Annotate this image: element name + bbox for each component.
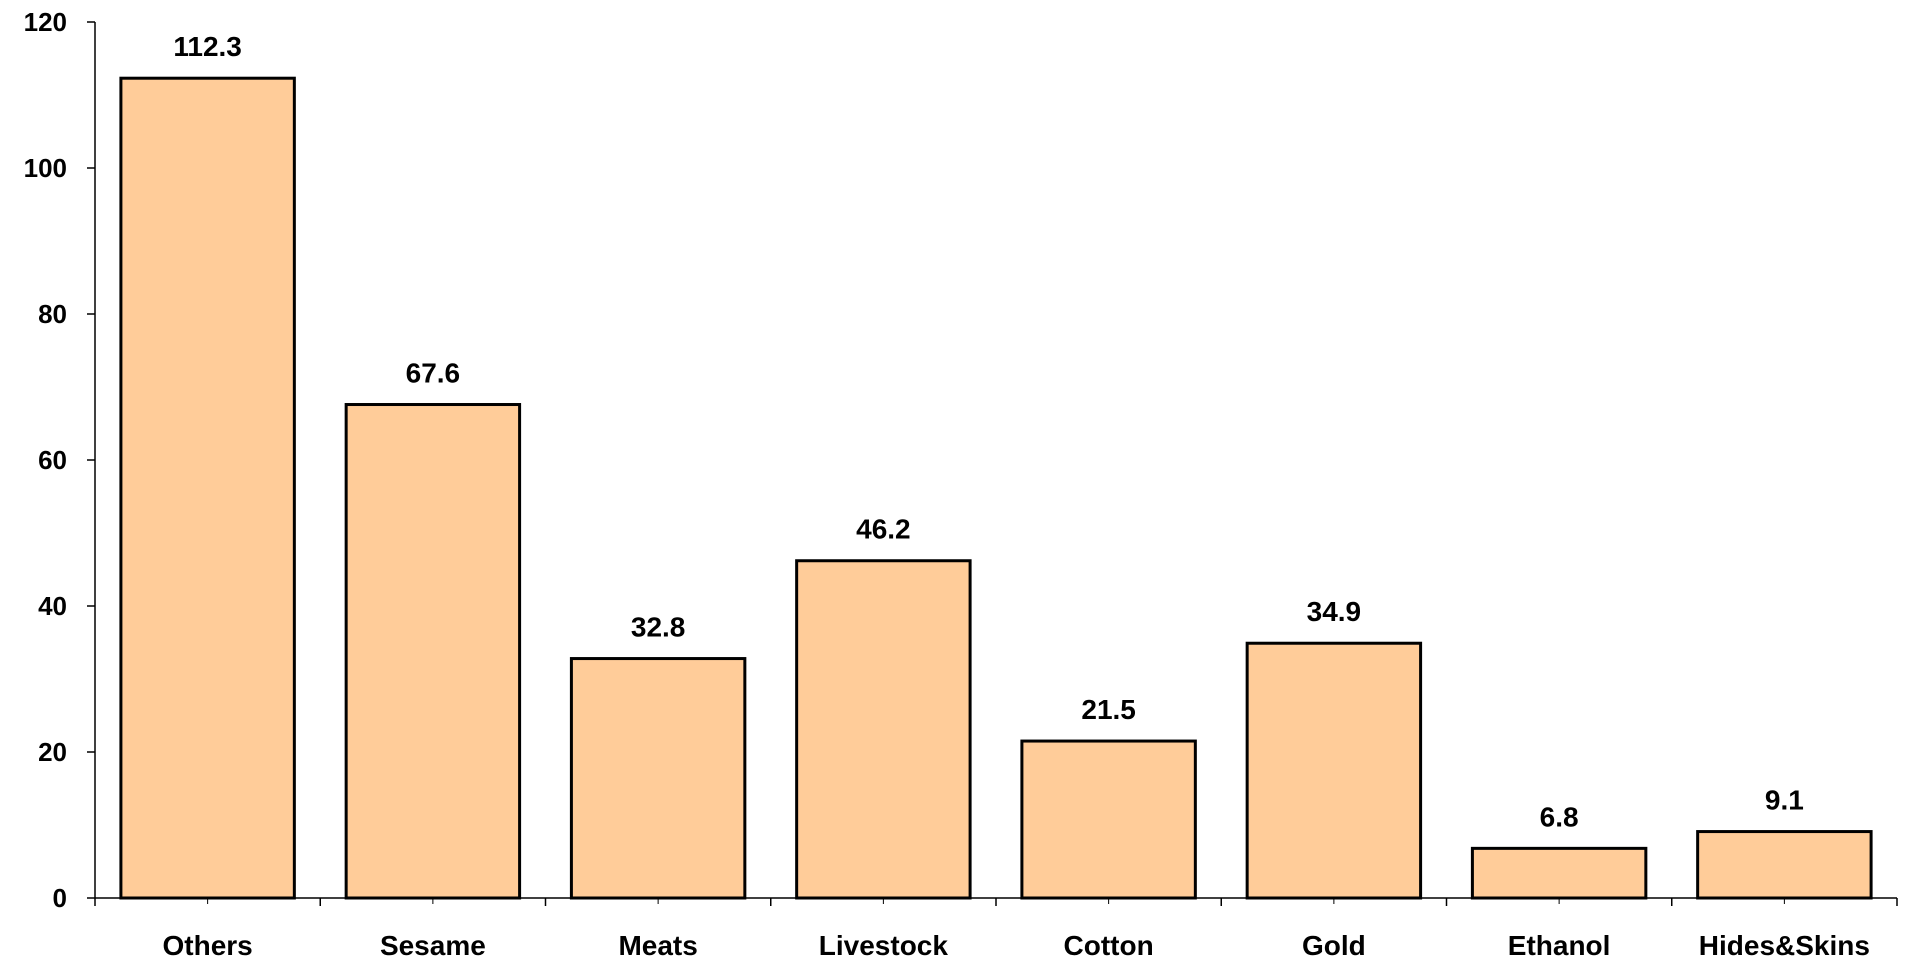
bar-meats <box>569 657 747 900</box>
bar-value-label: 21.5 <box>1081 694 1136 725</box>
bar-livestock <box>795 559 972 900</box>
bar-value-label: 67.6 <box>406 358 461 389</box>
y-tick-label: 80 <box>38 299 67 329</box>
bar-value-label: 34.9 <box>1307 596 1362 627</box>
bar-gold <box>1245 641 1423 900</box>
bar-value-label: 6.8 <box>1540 801 1579 832</box>
x-category-label: Meats <box>618 930 697 961</box>
x-category-label: Ethanol <box>1508 930 1611 961</box>
y-axis-ticks: 0 20 40 60 80 100 120 <box>24 7 95 913</box>
y-tick-label: 100 <box>24 153 67 183</box>
y-tick-label: 20 <box>38 737 67 767</box>
x-category-label: Others <box>163 930 253 961</box>
bar-sesame <box>344 403 522 900</box>
data-labels-group: 112.3 67.6 32.8 46.2 21.5 34.9 6.8 9.1 <box>173 31 1803 832</box>
x-category-label: Gold <box>1302 930 1366 961</box>
bar-value-label: 112.3 <box>173 31 242 62</box>
y-tick-label: 0 <box>53 883 67 913</box>
bar-value-label: 9.1 <box>1765 785 1804 816</box>
bar-value-label: 46.2 <box>856 514 911 545</box>
bar-cotton <box>1020 739 1197 900</box>
bar-others <box>119 76 296 900</box>
bar-value-label: 32.8 <box>631 612 686 643</box>
x-category-label: Cotton <box>1064 930 1154 961</box>
x-category-label: Hides&Skins <box>1699 930 1870 961</box>
y-tick-label: 60 <box>38 445 67 475</box>
x-category-label: Livestock <box>819 930 949 961</box>
bar-ethanol <box>1470 846 1648 900</box>
x-category-label: Sesame <box>380 930 486 961</box>
y-tick-label: 40 <box>38 591 67 621</box>
y-tick-label: 120 <box>24 7 67 37</box>
x-axis-labels: Others Sesame Meats Livestock Cotton Gold Etha… <box>163 930 1870 961</box>
axes-group <box>94 22 1898 906</box>
bar-hides-skins <box>1696 830 1873 900</box>
bars-group <box>119 76 1873 900</box>
